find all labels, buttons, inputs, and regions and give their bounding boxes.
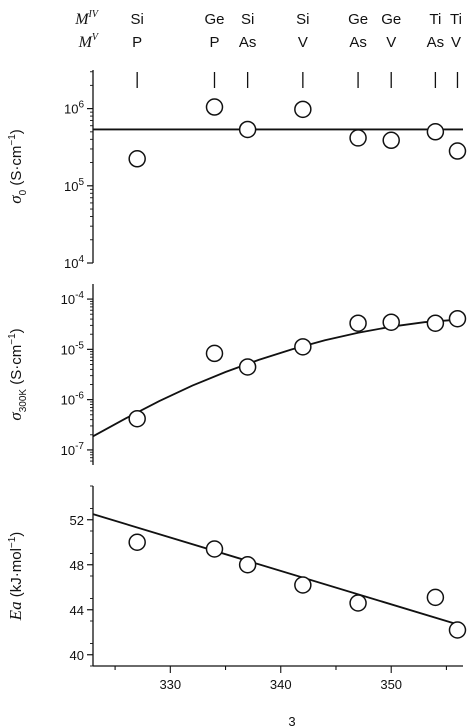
panel-middle-ytick-label-3: 10-4 (61, 290, 85, 307)
panel-bottom-point-4 (349, 594, 367, 612)
header-m4-6: Ti (429, 11, 441, 28)
header-m5-5: V (386, 34, 396, 51)
header-m4-4: Ge (348, 11, 368, 28)
x-tick-label-0: 330 (159, 677, 181, 692)
x-axis-label-fragment: 3 (288, 714, 295, 728)
panel-middle-ylabel: σ300K (S·cm−1) (6, 328, 29, 420)
header-m4-3: Si (296, 11, 309, 28)
panel-middle-point-3 (294, 338, 312, 356)
panel-top-point-7 (448, 142, 467, 160)
panel-middle-ytick-label-0: 10-7 (61, 441, 85, 458)
header-m5-6: As (427, 34, 445, 51)
panel-top-ytick-label-0: 104 (64, 254, 84, 271)
panel-bottom-point-1 (205, 540, 224, 558)
panel-bottom-ytick-label-2: 48 (70, 558, 84, 573)
panel-middle-point-7 (448, 309, 467, 328)
panel-bottom-point-3 (294, 576, 312, 594)
header-m4-2: Si (241, 11, 254, 28)
header-m5-7: V (451, 34, 461, 51)
panel-top-point-3 (294, 100, 312, 119)
x-tick-label-2: 350 (380, 677, 402, 692)
panel-bottom-ytick-label-1: 44 (70, 603, 84, 618)
panel-bottom-point-5 (426, 588, 445, 607)
panel-bottom-point-6 (448, 621, 467, 639)
panel-middle-point-6 (426, 314, 445, 332)
header-m5-3: V (298, 34, 308, 51)
header-m5-1: P (209, 34, 219, 51)
panel-bottom-point-2 (238, 556, 257, 574)
panel-top-point-0 (128, 150, 146, 168)
panel-bottom-fit-line (92, 513, 458, 626)
panel-top-point-1 (205, 98, 224, 116)
panel-top-point-6 (426, 123, 445, 141)
panel-middle-fit-line (92, 318, 458, 438)
panel-bottom-ytick-label-0: 40 (70, 648, 84, 663)
header-m4-0: Si (131, 11, 144, 28)
header-row-label-m4: MIV (74, 9, 100, 28)
panel-middle-ytick-label-2: 10-5 (61, 340, 85, 357)
header-row-label-m5: MV (78, 32, 100, 51)
panel-top-ytick-label-2: 106 (64, 100, 84, 117)
panel-bottom-ytick-label-3: 52 (70, 513, 84, 528)
header-m5-0: P (132, 34, 142, 51)
panel-middle-point-1 (205, 344, 224, 363)
panel-top-point-4 (349, 129, 367, 147)
panel-bottom-ylabel: Ea (kJ·mol−1) (6, 532, 25, 622)
x-tick-label-1: 340 (270, 677, 292, 692)
panel-middle-point-0 (128, 409, 146, 428)
header-m5-4: As (349, 34, 367, 51)
header-m4-1: Ge (204, 11, 224, 28)
panel-middle-point-5 (382, 313, 400, 331)
header-m5-2: As (239, 34, 257, 51)
panel-middle-point-2 (238, 358, 257, 376)
header-m4-7: Ti (450, 11, 462, 28)
panel-top-point-5 (382, 131, 400, 150)
panel-middle-ytick-label-1: 10-6 (61, 391, 85, 408)
panel-top-ylabel: σ0 (S·cm−1) (6, 129, 29, 204)
panel-bottom-point-0 (128, 533, 146, 551)
panel-top-ytick-label-1: 105 (64, 177, 84, 194)
header-m4-5: Ge (381, 11, 401, 28)
panel-middle-point-4 (349, 314, 367, 332)
panel-top-point-2 (238, 120, 257, 139)
